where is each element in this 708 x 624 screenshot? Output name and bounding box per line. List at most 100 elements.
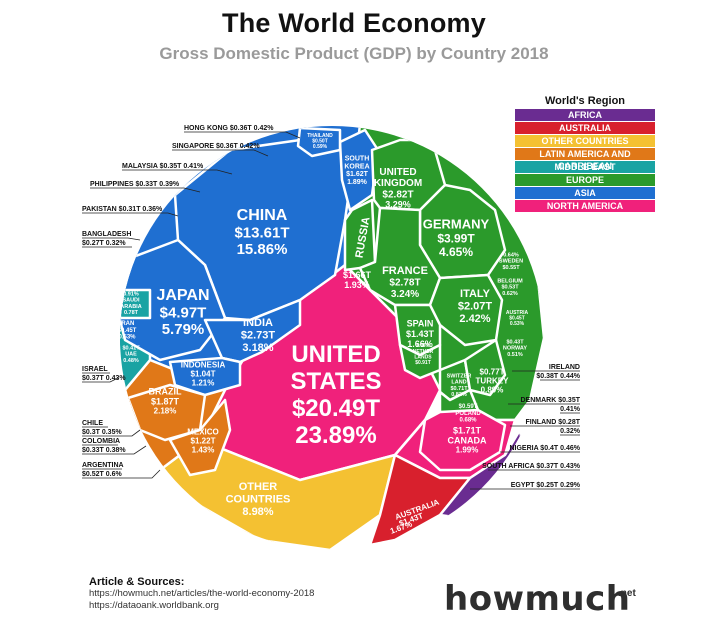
callout-argentina_2: $0.52T 0.6% — [82, 471, 122, 478]
label-us-3: 23.89% — [295, 422, 376, 449]
label-sweden-0: 0.64% — [503, 253, 519, 259]
label-turkey-0: $0.77T — [480, 368, 505, 377]
label-austria-1: $0.45T — [509, 316, 525, 322]
label-netherlands-2: LANDS — [414, 354, 432, 360]
label-indonesia-2: 1.21% — [192, 378, 215, 387]
label-france-2: 3.24% — [391, 289, 419, 300]
label-norway-2: 0.51% — [507, 352, 523, 358]
label-indonesia-1: $1.04T — [191, 370, 216, 379]
label-brazil-1: $1.87T — [151, 396, 180, 406]
label-netherlands-1: NETHER — [413, 349, 434, 355]
callout-line-pakistan — [82, 212, 179, 217]
callout-line-hong_kong — [184, 131, 301, 139]
cell-turkey — [463, 338, 507, 397]
label-india-2: 3.18% — [242, 342, 273, 354]
label-poland-1: POLAND — [455, 411, 481, 417]
legend-item-middle-east: MIDDLE EAST — [515, 161, 655, 173]
label-mexico-1: $1.22T — [191, 437, 216, 446]
label-saudi-0: 0.91% — [123, 291, 139, 297]
label-uk-0: UNITED — [379, 167, 416, 178]
legend-item-asia: ASIA — [515, 187, 655, 199]
label-us-1: STATES — [290, 368, 381, 395]
label-india-0: INDIA — [243, 317, 273, 329]
label-saudi-2: ARABIA — [120, 304, 141, 310]
label-italy-1: $2.07T — [458, 300, 493, 312]
label-iran-0: IRAN — [120, 321, 135, 327]
label-other-1: COUNTRIES — [226, 493, 291, 505]
label-austria-0: AUSTRIA — [506, 310, 529, 316]
label-netherlands-3: $0.91T — [415, 360, 431, 366]
brand-tld: .net — [618, 588, 636, 599]
callout-malaysia: MALAYSIA $0.35T 0.41% — [122, 163, 204, 170]
label-netherlands-0: 1.06% — [416, 343, 431, 349]
label-belgium-0: BELGIUM — [497, 279, 523, 285]
label-germany-2: 4.65% — [439, 245, 473, 259]
label-spain-1: $1.43T — [406, 329, 435, 339]
label-uk-1: KINGDOM — [374, 178, 422, 189]
label-uae-2: 0.48% — [123, 358, 139, 364]
legend-item-latin-america-and-carribean: LATIN AMERICA AND CARRIBEAN — [515, 148, 655, 171]
legend-title: World's Region — [544, 95, 626, 107]
callout-ireland_2: $0.38T 0.44% — [536, 373, 580, 380]
label-other-2: 8.98% — [242, 506, 273, 518]
sources-block: Article & Sources: https://howmuch.net/a… — [89, 576, 314, 612]
label-uk-2: $2.82T — [382, 189, 413, 200]
label-switzerland-3: 0.82% — [451, 392, 467, 398]
cell-france — [358, 206, 442, 307]
label-thailand-0: THAILAND — [307, 133, 333, 139]
label-other-0: OTHER — [239, 481, 278, 493]
label-spain-2: 1.66% — [407, 339, 433, 349]
callout-line-bangladesh_1 — [82, 237, 141, 241]
label-saudi-1: SAUDI — [122, 298, 140, 304]
label-japan-0: JAPAN — [156, 287, 209, 304]
callout-colombia_1: COLOMBIA — [82, 438, 120, 445]
label-switzerland-0: SWITZER — [447, 373, 472, 379]
callout-line-colombia_2 — [82, 445, 147, 455]
label-india-1: $2.73T — [241, 329, 276, 341]
label-japan-1: $4.97T — [160, 304, 207, 321]
label-uae-1: UAE — [125, 352, 137, 358]
label-saudi-3: 0.78T — [124, 310, 139, 316]
label-korea-0: SOUTH — [345, 155, 370, 162]
label-mexico-0: MEXICO — [187, 428, 219, 437]
callout-argentina_1: ARGENTINA — [82, 462, 124, 469]
label-sweden-1: SWEDEN — [499, 259, 523, 265]
label-thailand-1: $0.50T — [312, 139, 328, 145]
label-canada-0: $1.71T — [453, 425, 482, 435]
source-link-article[interactable]: https://howmuch.net/articles/the-world-e… — [89, 588, 315, 599]
label-korea-2: $1.62T — [346, 171, 369, 178]
label-austria-2: 0.53% — [510, 321, 525, 327]
callout-finland_2: 0.32% — [560, 428, 581, 435]
callout-israel_2: $0.37T 0.43% — [82, 375, 126, 382]
label-brazil-0: BRAZIL — [149, 386, 182, 396]
label-spain-0: SPAIN — [407, 319, 434, 329]
legend-item-australia: AUSTRALIA — [515, 122, 655, 134]
cell-mexico — [168, 398, 232, 477]
label-germany-1: $3.99T — [437, 231, 475, 245]
label-iran-2: 0.53% — [118, 335, 136, 341]
legend-item-africa: AFRICA — [515, 109, 655, 121]
callout-south_africa: SOUTH AFRICA $0.37T 0.43% — [482, 463, 581, 470]
label-france-1: $2.78T — [389, 278, 420, 289]
label-us-2: $20.49T — [292, 395, 380, 422]
label-uk-3: 3.29% — [385, 200, 411, 210]
label-turkey-2: 0.89% — [481, 385, 504, 394]
cell-indonesia — [168, 356, 242, 397]
label-japan-2: 5.79% — [162, 321, 205, 338]
callout-line-chile_2 — [82, 429, 141, 437]
callout-line-israel_2 — [82, 377, 119, 383]
chart-title: The World Economy — [222, 8, 486, 38]
callout-nigeria: NIGERIA $0.4T 0.46% — [509, 445, 580, 452]
brand-logo: howmuch — [444, 579, 631, 619]
callout-denmark_2: 0.41% — [560, 406, 581, 413]
label-china-1: $13.61T — [234, 224, 289, 241]
callout-philippines: PHILIPPINES $0.33T 0.39% — [90, 181, 180, 188]
label-indonesia-0: INDONESIA — [181, 361, 226, 370]
source-link-worldbank[interactable]: https://dataoank.worldbank.org — [89, 600, 219, 611]
label-china-2: 15.86% — [237, 241, 288, 258]
label-belgium-1: $0.53T — [501, 285, 519, 291]
sources-title: Article & Sources: — [89, 576, 185, 588]
callout-bangladesh_2: $0.27T 0.32% — [82, 240, 126, 247]
